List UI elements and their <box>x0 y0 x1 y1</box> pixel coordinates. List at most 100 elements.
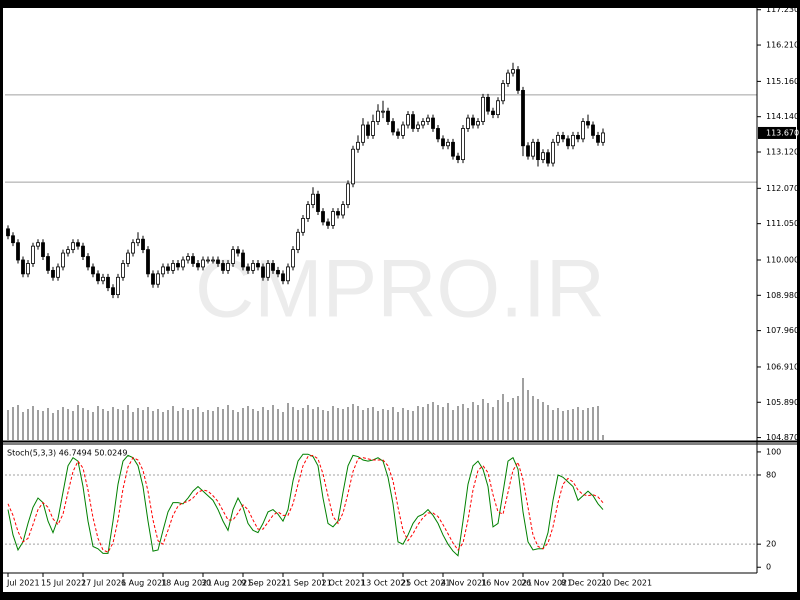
watermark: CMPRO.IR <box>195 244 605 335</box>
canvas-bg <box>3 8 797 592</box>
y-tick-label: 112.070 <box>766 184 799 193</box>
candle-body <box>106 276 110 289</box>
candle-body <box>216 259 220 264</box>
candle-body <box>126 252 130 264</box>
candle-body <box>561 134 565 140</box>
candle-body <box>191 256 195 264</box>
candle-body <box>446 141 450 147</box>
candle-body <box>26 263 30 275</box>
candle-body <box>541 152 545 161</box>
x-tick-label: 25 Oct 2021 <box>401 579 450 588</box>
candle-body <box>86 256 90 268</box>
stoch-tick-label: 20 <box>766 540 776 549</box>
candle-body <box>261 266 265 278</box>
last-price-box <box>758 126 796 139</box>
x-tick-label: 8 Dec 2021 <box>561 579 607 588</box>
stoch-tick-label: 100 <box>766 447 781 456</box>
candle-body <box>221 263 225 271</box>
y-tick-label: 104.870 <box>766 433 799 442</box>
candle-body <box>96 273 100 282</box>
candle-body <box>441 138 445 147</box>
y-tick-label: 117.230 <box>766 5 799 14</box>
candle-body <box>316 193 320 212</box>
candle-body <box>111 287 115 296</box>
y-tick-label: 107.960 <box>766 326 799 335</box>
candle-body <box>401 124 405 136</box>
x-tick-label: 27 Jul 2021 <box>81 579 126 588</box>
y-tick-label: 105.890 <box>766 398 799 407</box>
candle-body <box>61 252 65 268</box>
candle-body <box>386 110 390 122</box>
candle-body <box>131 242 135 254</box>
x-tick-label: 30 Aug 2021 <box>201 579 252 588</box>
candle-body <box>361 124 365 143</box>
candle-body <box>596 134 600 143</box>
candle-body <box>286 266 290 282</box>
candle-body <box>256 263 260 268</box>
candle-body <box>486 96 490 112</box>
candle-body <box>181 259 185 268</box>
candle-body <box>556 134 560 143</box>
candle-body <box>471 117 475 126</box>
y-tick-label: 111.050 <box>766 219 799 228</box>
candle-body <box>226 263 230 271</box>
candle-body <box>536 141 540 161</box>
x-tick-label: 18 Aug 2021 <box>161 579 212 588</box>
candle-body <box>341 204 345 216</box>
y-tick-label: 106.910 <box>766 362 799 371</box>
candle-body <box>186 256 190 261</box>
candle-body <box>431 117 435 129</box>
candle-body <box>491 110 495 116</box>
candle-body <box>551 141 555 164</box>
candle-body <box>101 276 105 282</box>
candle-body <box>466 117 470 129</box>
candle-body <box>566 138 570 147</box>
candle-body <box>591 124 595 136</box>
x-tick-label: Jul 2021 <box>6 579 40 588</box>
candle-body <box>266 263 270 278</box>
x-tick-label: 20 Dec 2021 <box>601 579 652 588</box>
candle-body <box>171 263 175 271</box>
candle-body <box>371 121 375 136</box>
candle-body <box>576 134 580 140</box>
x-tick-label: 16 Nov 2021 <box>481 579 532 588</box>
y-tick-label: 115.160 <box>766 77 799 86</box>
x-tick-label: 15 Jul 2021 <box>41 579 86 588</box>
candle-body <box>291 249 295 268</box>
candle-body <box>296 231 300 251</box>
candle-body <box>306 204 310 219</box>
candle-body <box>526 145 530 157</box>
candle-body <box>141 238 145 251</box>
candle-body <box>206 259 210 262</box>
candle-body <box>346 183 350 206</box>
candle-body <box>451 141 455 157</box>
x-tick-label: 9 Sep 2021 <box>241 579 287 588</box>
x-tick-label: 6 Aug 2021 <box>121 579 167 588</box>
candle-body <box>501 83 505 102</box>
candle-body <box>236 249 240 254</box>
candle-body <box>31 245 35 264</box>
candle-body <box>421 121 425 126</box>
stoch-tick-label: 80 <box>766 470 776 479</box>
candle-body <box>356 141 360 150</box>
x-tick-label: 4 Nov 2021 <box>441 579 487 588</box>
candle-body <box>166 266 170 271</box>
candle-body <box>231 249 235 264</box>
candle-body <box>411 114 415 129</box>
candle-body <box>461 128 465 161</box>
candle-body <box>496 100 500 116</box>
candle-body <box>426 117 430 122</box>
candle-body <box>521 89 525 147</box>
candle-body <box>161 266 165 275</box>
stoch-k-line <box>7 453 604 557</box>
candle-body <box>176 263 180 268</box>
candle-body <box>21 259 25 275</box>
candle-body <box>586 121 590 126</box>
y-tick-label: 110.000 <box>766 256 799 265</box>
stoch-tick-label: 0 <box>766 563 771 572</box>
candle-body <box>531 141 535 157</box>
candle-body <box>36 242 40 247</box>
stoch-d-line <box>7 454 604 553</box>
candle-body <box>271 263 275 271</box>
candle-body <box>66 249 70 254</box>
